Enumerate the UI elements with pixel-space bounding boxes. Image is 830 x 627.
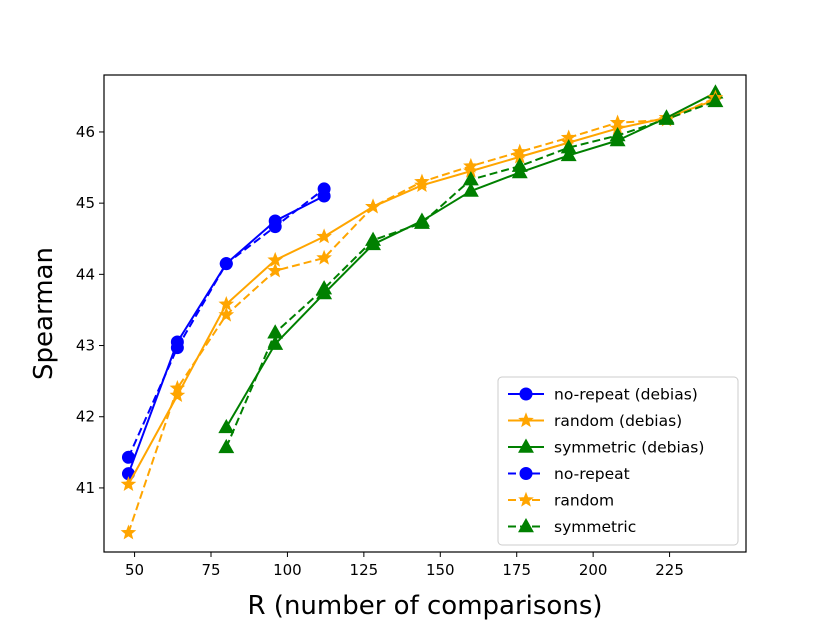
y-tick-label: 42 xyxy=(76,408,95,426)
legend-item: symmetric (debias) xyxy=(508,439,704,457)
data-point-symmetric-debias xyxy=(462,182,479,197)
legend-item: random (debias) xyxy=(508,412,682,430)
x-tick-label: 200 xyxy=(579,561,608,579)
data-point-symmetric xyxy=(560,139,577,154)
data-point-symmetric-debias xyxy=(560,146,577,162)
x-axis-label: R (number of comparisons) xyxy=(247,591,602,621)
data-point-symmetric xyxy=(511,157,528,172)
legend-label: random (debias) xyxy=(554,412,682,430)
data-point-no-repeat xyxy=(268,220,282,234)
data-point-symmetric xyxy=(316,280,333,295)
x-tick-label: 175 xyxy=(502,561,531,579)
legend-marker xyxy=(518,491,534,507)
legend-item: no-repeat (debias) xyxy=(508,386,698,404)
data-point-random xyxy=(267,262,284,278)
legend-label: random xyxy=(554,492,614,510)
data-point-no-repeat xyxy=(121,450,135,464)
data-point-symmetric xyxy=(365,231,381,246)
data-point-random-debias xyxy=(169,387,186,403)
legend-label: no-repeat xyxy=(554,465,630,483)
x-tick-label: 150 xyxy=(426,561,455,579)
data-point-symmetric xyxy=(609,127,626,142)
legend: no-repeat (debias) random (debias) symmetr… xyxy=(497,376,739,546)
y-tick-label: 43 xyxy=(76,337,95,355)
data-point-symmetric xyxy=(658,110,675,125)
data-point-symmetric-debias xyxy=(218,418,235,434)
legend-marker xyxy=(518,438,534,453)
legend-item: symmetric xyxy=(508,518,636,536)
plot-frame xyxy=(103,74,747,553)
x-tick-label: 100 xyxy=(273,561,302,579)
data-point-random xyxy=(218,306,235,322)
y-axis-label: Spearman xyxy=(29,247,59,380)
x-tick-label: 50 xyxy=(125,561,144,579)
data-point-no-repeat xyxy=(170,341,184,355)
legend-item: random xyxy=(508,492,614,510)
legend-item: no-repeat xyxy=(508,465,630,483)
legend-marker xyxy=(518,412,534,428)
data-point-symmetric xyxy=(707,92,724,108)
x-tick-label: 125 xyxy=(350,561,379,579)
data-point-no-repeat xyxy=(317,182,331,196)
legend-label: symmetric xyxy=(554,518,636,536)
data-point-random xyxy=(169,380,186,395)
legend-marker xyxy=(518,518,534,533)
data-point-symmetric xyxy=(267,324,284,339)
y-tick-label: 46 xyxy=(76,123,95,141)
legend-marker xyxy=(519,387,533,401)
y-tick-label: 44 xyxy=(76,265,95,283)
x-tick-label: 225 xyxy=(655,561,684,579)
series-random xyxy=(120,89,724,540)
x-tick-label: 75 xyxy=(201,561,220,579)
data-point-random xyxy=(463,157,479,173)
series-no-repeat-debias xyxy=(121,189,331,481)
ticks-layer: 50 75 100 125 150 175 200 225 41 42 43 44 45 46 xyxy=(76,123,684,579)
data-point-symmetric xyxy=(218,438,235,454)
y-tick-label: 45 xyxy=(76,194,95,212)
legend-label: no-repeat (debias) xyxy=(554,386,698,404)
data-point-random xyxy=(365,198,381,214)
data-point-random xyxy=(316,249,332,265)
legend-marker xyxy=(519,467,533,480)
data-point-symmetric xyxy=(413,214,430,229)
data-point-random xyxy=(414,173,430,189)
series-symmetric xyxy=(218,92,724,454)
data-point-symmetric xyxy=(462,171,479,186)
data-point-random xyxy=(511,143,528,159)
legend-label: symmetric (debias) xyxy=(554,439,704,457)
series-layer xyxy=(120,84,724,540)
data-point-no-repeat xyxy=(219,257,233,271)
data-point-random xyxy=(120,524,137,540)
data-point-random-debias xyxy=(316,228,332,244)
legend-box xyxy=(497,376,739,546)
data-point-random-debias xyxy=(120,476,137,492)
y-tick-label: 41 xyxy=(76,479,95,497)
series-no-repeat xyxy=(121,182,331,464)
data-point-random xyxy=(609,114,626,130)
